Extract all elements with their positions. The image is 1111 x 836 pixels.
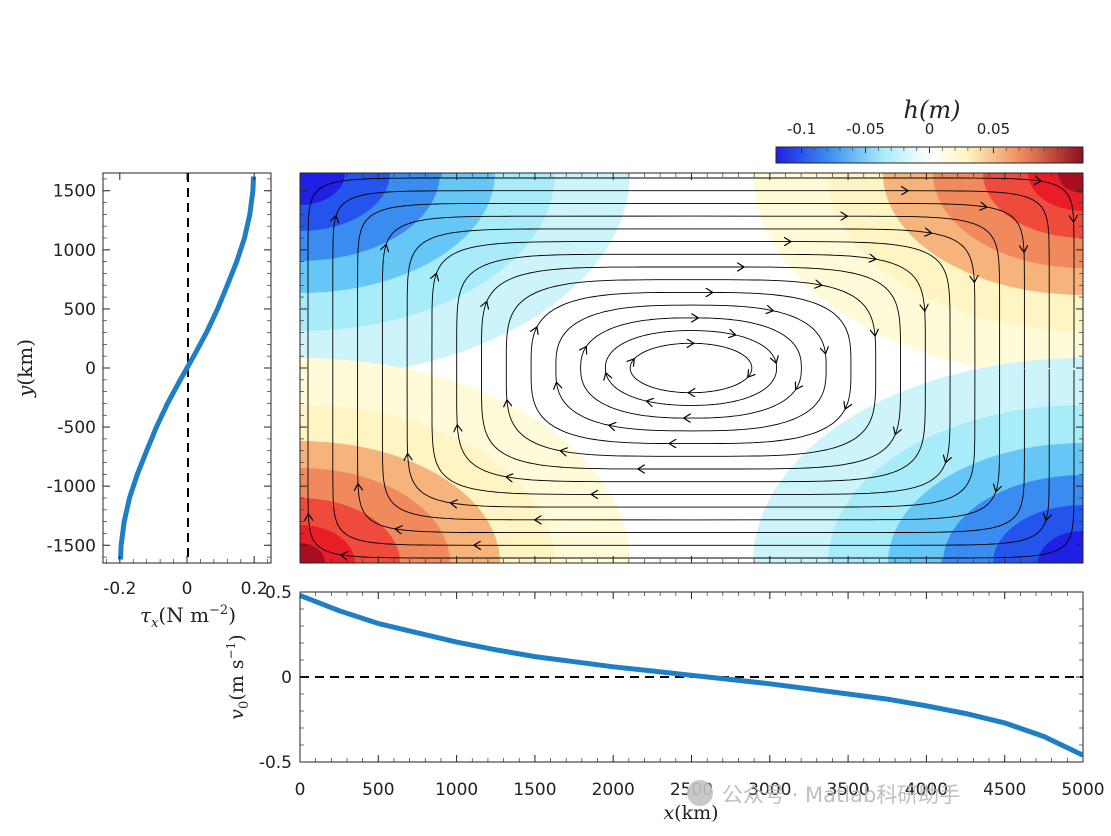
wind-stress-xlabel: τx(N m−2) [140, 603, 236, 631]
streamline [406, 228, 976, 508]
watermark-logo-icon [687, 780, 713, 806]
velocity-xlabel: x(km) [663, 802, 718, 824]
velocity-x-tick-label: 4500 [983, 780, 1026, 800]
colorbar-tick-label: 0.05 [977, 120, 1010, 138]
streamline [431, 241, 951, 495]
velocity-x-tick-label: 3000 [748, 780, 791, 800]
colorbar-label: h(m) [904, 96, 961, 124]
velocity-x-tick-label: 2000 [592, 780, 635, 800]
ssh-contour-fill-right [753, 173, 1083, 563]
watermark-text: 公众号 · Matlab科研助手 [722, 783, 960, 807]
colorbar: h(m) -0.1 -0.05 0 0.05 [775, 96, 1084, 164]
ssh-map-panel [299, 172, 1084, 564]
streamline [580, 317, 802, 419]
velocity-x-tick-label: 1000 [435, 780, 478, 800]
wind-stress-y-tick-label: -500 [57, 418, 96, 438]
streamlines [308, 178, 1074, 558]
wind-stress-panel: -1500 -1000 -500 0 500 1000 1500 -0.2 0 0.2 y(km)… [13, 172, 272, 631]
wind-stress-y-tick-label: 500 [64, 300, 96, 320]
wind-stress-y-tick-label: -1500 [47, 536, 96, 556]
velocity-y-tick-label: 0.5 [265, 583, 292, 603]
wind-stress-x-tick-label: 0.2 [241, 579, 268, 599]
velocity-x-tick-label: 4000 [905, 780, 948, 800]
velocity-x-tick-label: 3500 [826, 780, 869, 800]
colorbar-tick-label: 0 [925, 120, 935, 138]
velocity-curve [299, 593, 1085, 758]
streamline [530, 291, 852, 445]
velocity-x-tick-label: 0 [295, 780, 306, 800]
wind-stress-y-tick-label: 1000 [53, 241, 96, 261]
wind-stress-curve [118, 176, 256, 560]
streamline [332, 190, 1050, 546]
velocity-x-tick-label: 1500 [513, 780, 556, 800]
velocity-y-tick-label: -0.5 [259, 753, 292, 773]
streamline [481, 266, 901, 470]
streamline [555, 304, 827, 432]
colorbar-tick-label: -0.1 [787, 120, 816, 138]
colorbar-tick-label: -0.05 [846, 120, 885, 138]
wind-stress-x-tick-label: -0.2 [103, 579, 136, 599]
wind-stress-ylabel: y(km) [13, 339, 37, 398]
watermark: 公众号 · Matlab科研助手 [687, 780, 960, 807]
wind-stress-x-tick-label: 0 [182, 579, 193, 599]
velocity-x-tick-label: 500 [362, 780, 394, 800]
streamline [505, 279, 877, 457]
velocity-y-tick-label: 0 [281, 668, 292, 688]
velocity-panel: 0500100015002000250030003500400045005000… [224, 583, 1105, 824]
wind-stress-y-tick-label: -1000 [47, 477, 96, 497]
wind-stress-y-tick-label: 1500 [53, 182, 96, 202]
wind-stress-y-tick-label: 0 [85, 359, 96, 379]
velocity-ylabel: v0(m s−1) [224, 634, 252, 719]
streamline [456, 253, 926, 483]
streamline [629, 342, 753, 394]
velocity-x-tick-label: 5000 [1061, 780, 1104, 800]
streamline [381, 215, 1001, 521]
